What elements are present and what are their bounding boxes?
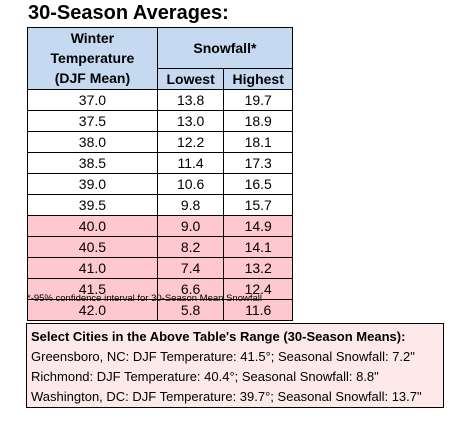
temp-cell: 39.0 [27,172,158,195]
cities-heading: Select Cities in the Above Table's Range… [31,329,406,344]
table-row: 39.5 9.8 15.7 [27,193,293,216]
temp-cell: 41.0 [27,256,158,279]
highest-cell: 14.1 [223,235,293,258]
lowest-cell: 9.8 [156,193,225,216]
city-line-greensboro: Greensboro, NC: DJF Temperature: 41.5°; … [31,349,415,364]
page-title: 30-Season Averages: [28,2,229,24]
lowest-cell: 12.2 [156,130,225,153]
city-line-washington: Washington, DC: DJF Temperature: 39.7°; … [31,389,422,404]
temp-cell: 41.5 [27,277,158,300]
lowest-cell: 6.6 [156,277,225,300]
lowest-cell: 5.8 [156,298,225,321]
lowest-cell: 11.4 [156,151,225,174]
table-row: 37.5 13.0 18.9 [27,109,293,132]
highest-cell: 18.1 [223,130,293,153]
table-row: 38.0 12.2 18.1 [27,130,293,153]
lowest-cell: 7.4 [156,256,225,279]
table-row-highlighted: 42.0 5.8 11.6 [27,298,293,321]
lowest-cell: 10.6 [156,172,225,195]
header-highest: Highest [223,67,293,90]
table-header-row: Winter Temperature Snowfall* [27,27,294,69]
table-row: 38.5 11.4 17.3 [27,151,293,174]
lowest-cell: 9.0 [156,214,225,237]
table-row: 37.0 13.8 19.7 [27,88,293,111]
highest-cell: 19.7 [223,88,293,111]
highest-cell: 12.4 [223,277,293,300]
cities-box: Select Cities in the Above Table's Range… [26,323,444,408]
lowest-cell: 13.8 [156,88,225,111]
temp-cell: 37.5 [27,109,158,132]
lowest-cell: 13.0 [156,109,225,132]
highest-cell: 17.3 [223,151,293,174]
highest-cell: 18.9 [223,109,293,132]
table-row-highlighted: 41.5 6.6 12.4 [27,277,293,300]
table-row-highlighted: 41.0 7.4 13.2 [27,256,293,279]
temp-cell: 40.0 [27,214,158,237]
averages-table: Winter Temperature Snowfall* (DJF Mean) … [27,27,294,321]
highest-cell: 11.6 [223,298,293,321]
table-row-highlighted: 40.5 8.2 14.1 [27,235,293,258]
footnote: *-95% confidence interval for 30-Season … [27,293,262,304]
highest-cell: 15.7 [223,193,293,216]
city-line-richmond: Richmond: DJF Temperature: 40.4°; Season… [31,369,379,384]
temp-cell: 38.0 [27,130,158,153]
header-winter-temperature: Winter Temperature [27,27,158,68]
table-row: 39.0 10.6 16.5 [27,172,293,195]
table-row-highlighted: 40.0 9.0 14.9 [27,214,293,237]
highest-cell: 16.5 [223,172,293,195]
lowest-cell: 8.2 [156,235,225,258]
table-subheader-row: (DJF Mean) Lowest Highest [27,67,293,90]
temp-cell: 37.0 [27,88,158,111]
header-snowfall: Snowfall* [156,27,294,69]
highest-cell: 13.2 [223,256,293,279]
temp-cell: 39.5 [27,193,158,216]
temp-cell: 42.0 [27,298,158,321]
header-djf-mean: (DJF Mean) [27,68,158,90]
temp-cell: 40.5 [27,235,158,258]
highest-cell: 14.9 [223,214,293,237]
header-lowest: Lowest [156,67,225,90]
temp-cell: 38.5 [27,151,158,174]
